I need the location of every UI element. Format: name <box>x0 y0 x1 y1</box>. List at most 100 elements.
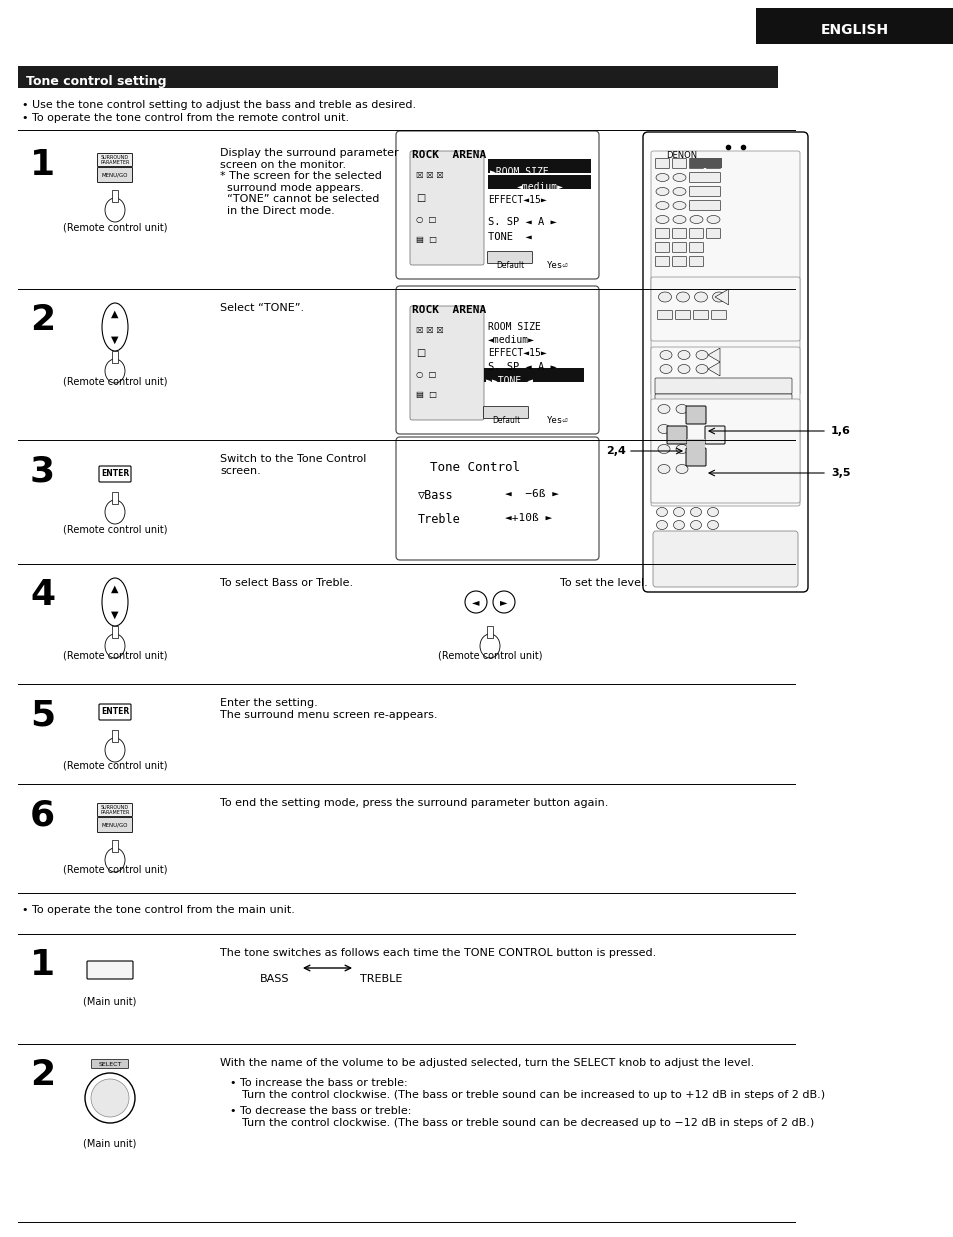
Text: S. SP ◄ A ►: S. SP ◄ A ► <box>488 362 557 372</box>
Text: BASS: BASS <box>260 974 289 983</box>
Ellipse shape <box>676 292 689 302</box>
Text: 2: 2 <box>30 303 55 336</box>
Text: (Remote control unit): (Remote control unit) <box>63 649 167 661</box>
Text: • To increase the bass or treble:: • To increase the bass or treble: <box>230 1077 407 1089</box>
Bar <box>112 351 118 362</box>
Text: (Remote control unit): (Remote control unit) <box>63 760 167 769</box>
Text: SURROUND
PARAMETER: SURROUND PARAMETER <box>100 155 130 166</box>
Text: ROCK  ARENA: ROCK ARENA <box>412 306 486 315</box>
FancyBboxPatch shape <box>711 310 726 319</box>
Text: (Main unit): (Main unit) <box>83 1138 136 1148</box>
Ellipse shape <box>689 173 702 182</box>
Text: 3,5: 3,5 <box>830 468 850 477</box>
Ellipse shape <box>690 521 700 529</box>
Text: □: □ <box>416 348 425 357</box>
Text: ▤  □: ▤ □ <box>416 390 436 400</box>
Text: • To decrease the bass or treble:: • To decrease the bass or treble: <box>230 1106 411 1116</box>
Text: (Main unit): (Main unit) <box>83 996 136 1006</box>
FancyBboxPatch shape <box>652 531 797 588</box>
FancyBboxPatch shape <box>650 277 800 341</box>
FancyBboxPatch shape <box>685 406 705 424</box>
FancyBboxPatch shape <box>99 704 131 720</box>
Text: To select Bass or Treble.: To select Bass or Treble. <box>220 578 353 588</box>
FancyBboxPatch shape <box>97 804 132 816</box>
FancyBboxPatch shape <box>672 256 686 266</box>
Ellipse shape <box>105 500 125 524</box>
Ellipse shape <box>673 521 684 529</box>
Text: Select “TONE”.: Select “TONE”. <box>220 303 304 313</box>
Text: 1,6: 1,6 <box>830 426 850 435</box>
FancyBboxPatch shape <box>685 448 705 466</box>
FancyBboxPatch shape <box>650 151 800 395</box>
FancyBboxPatch shape <box>483 407 528 418</box>
Text: ▼: ▼ <box>112 610 118 620</box>
FancyBboxPatch shape <box>395 131 598 280</box>
FancyBboxPatch shape <box>657 310 672 319</box>
FancyBboxPatch shape <box>97 818 132 833</box>
FancyBboxPatch shape <box>395 437 598 560</box>
Text: ☒ ☒ ☒: ☒ ☒ ☒ <box>416 327 443 335</box>
FancyBboxPatch shape <box>655 158 669 168</box>
Ellipse shape <box>105 635 125 658</box>
Text: ◄medium►: ◄medium► <box>488 335 535 345</box>
FancyBboxPatch shape <box>672 158 686 168</box>
Ellipse shape <box>678 365 689 374</box>
Circle shape <box>85 1072 135 1123</box>
Text: Yes⏎: Yes⏎ <box>547 261 568 270</box>
Text: ☒ ☒ ☒: ☒ ☒ ☒ <box>416 171 443 181</box>
Text: ►ROOM SIZE: ►ROOM SIZE <box>490 167 548 177</box>
Bar <box>112 626 118 638</box>
Text: SELECT: SELECT <box>98 1061 122 1066</box>
Text: EFFECT◄15►: EFFECT◄15► <box>488 348 546 357</box>
Ellipse shape <box>694 292 707 302</box>
FancyBboxPatch shape <box>395 286 598 434</box>
Text: Yes⏎: Yes⏎ <box>547 416 568 426</box>
FancyBboxPatch shape <box>655 229 669 239</box>
Text: ◄+10ß ►: ◄+10ß ► <box>504 513 552 523</box>
Ellipse shape <box>105 849 125 872</box>
FancyBboxPatch shape <box>706 229 720 239</box>
FancyBboxPatch shape <box>655 242 669 252</box>
Text: To set the level.: To set the level. <box>559 578 647 588</box>
Text: ▲: ▲ <box>112 309 118 319</box>
Ellipse shape <box>102 303 128 351</box>
Text: ROOM SIZE: ROOM SIZE <box>488 322 540 332</box>
FancyBboxPatch shape <box>693 310 708 319</box>
Bar <box>112 730 118 742</box>
Ellipse shape <box>678 350 689 360</box>
FancyBboxPatch shape <box>487 251 532 263</box>
FancyBboxPatch shape <box>410 151 483 265</box>
FancyBboxPatch shape <box>689 172 720 183</box>
Text: Turn the control clockwise. (The bass or treble sound can be decreased up to −12: Turn the control clockwise. (The bass or… <box>242 1118 814 1128</box>
Text: DENON: DENON <box>665 151 697 160</box>
Ellipse shape <box>659 365 671 374</box>
Text: S. SP ◄ A ►: S. SP ◄ A ► <box>488 216 557 228</box>
Ellipse shape <box>707 521 718 529</box>
Text: (Remote control unit): (Remote control unit) <box>63 524 167 534</box>
Bar <box>755 7 953 45</box>
Text: ROCK  ARENA: ROCK ARENA <box>412 150 486 160</box>
Text: • To operate the tone control from the remote control unit.: • To operate the tone control from the r… <box>22 113 349 122</box>
Text: SURROUND
PARAMETER: SURROUND PARAMETER <box>100 804 130 815</box>
Text: MENU/GO: MENU/GO <box>102 172 128 177</box>
Ellipse shape <box>656 188 668 195</box>
Text: ○  □: ○ □ <box>416 370 436 379</box>
Bar <box>112 190 118 202</box>
Text: Turn the control clockwise. (The bass or treble sound can be increased to up to : Turn the control clockwise. (The bass or… <box>242 1090 824 1100</box>
Text: 2,4: 2,4 <box>605 447 625 456</box>
Text: To end the setting mode, press the surround parameter button again.: To end the setting mode, press the surro… <box>220 798 608 808</box>
FancyBboxPatch shape <box>655 256 669 266</box>
Text: • To operate the tone control from the main unit.: • To operate the tone control from the m… <box>22 905 294 915</box>
FancyBboxPatch shape <box>689 229 702 239</box>
Ellipse shape <box>712 292 724 302</box>
Text: ▲: ▲ <box>112 584 118 594</box>
FancyBboxPatch shape <box>689 158 702 168</box>
Text: ◄: ◄ <box>472 597 479 607</box>
FancyBboxPatch shape <box>706 158 720 168</box>
Text: Default: Default <box>496 261 523 270</box>
Text: (Remote control unit): (Remote control unit) <box>63 221 167 233</box>
Bar <box>686 439 704 459</box>
FancyBboxPatch shape <box>650 348 800 506</box>
FancyBboxPatch shape <box>642 132 807 593</box>
FancyBboxPatch shape <box>704 426 724 444</box>
